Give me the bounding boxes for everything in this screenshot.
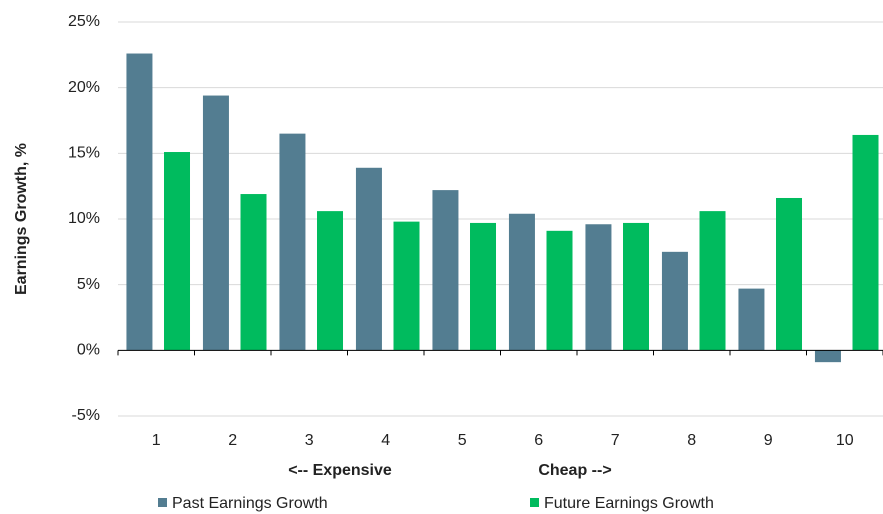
- bar: [432, 190, 459, 351]
- x-tick-label: 3: [305, 432, 314, 449]
- y-tick-label: 10%: [68, 210, 100, 227]
- y-tick-label: -5%: [72, 407, 100, 424]
- bar: [355, 167, 382, 351]
- bar: [508, 213, 535, 351]
- y-axis-label: Earnings Growth, %: [13, 143, 30, 295]
- bar: [164, 152, 191, 351]
- bar: [814, 350, 841, 363]
- bar: [852, 134, 879, 351]
- bar: [470, 222, 497, 351]
- bar: [623, 222, 650, 351]
- y-tick-label: 15%: [68, 145, 100, 162]
- annotation: <-- Expensive: [288, 462, 392, 479]
- y-tick-label: 25%: [68, 13, 100, 30]
- annotation: Cheap -->: [538, 462, 611, 479]
- legend-swatch: [530, 498, 539, 507]
- x-tick-label: 5: [458, 432, 467, 449]
- y-tick-label: 5%: [77, 276, 100, 293]
- bar: [776, 197, 803, 351]
- y-tick-label: 0%: [77, 342, 100, 359]
- legend-label: Past Earnings Growth: [172, 495, 328, 512]
- legend-swatch: [158, 498, 167, 507]
- y-tick-label: 20%: [68, 79, 100, 96]
- bar: [317, 211, 344, 351]
- bar: [240, 194, 267, 351]
- x-tick-label: 6: [534, 432, 543, 449]
- bar: [279, 133, 306, 351]
- x-tick-label: 4: [381, 432, 390, 449]
- x-tick-label: 1: [152, 432, 161, 449]
- x-tick-label: 2: [228, 432, 237, 449]
- bar: [126, 53, 153, 351]
- bar: [202, 95, 229, 351]
- x-tick-label: 7: [611, 432, 620, 449]
- x-tick-label: 8: [687, 432, 696, 449]
- bar: [546, 230, 573, 351]
- legend-label: Future Earnings Growth: [544, 495, 714, 512]
- bar: [699, 211, 726, 351]
- bar: [585, 224, 612, 351]
- bar: [393, 221, 420, 351]
- x-tick-label: 10: [836, 432, 854, 449]
- bar: [738, 288, 765, 351]
- bar: [661, 251, 688, 351]
- x-tick-label: 9: [764, 432, 773, 449]
